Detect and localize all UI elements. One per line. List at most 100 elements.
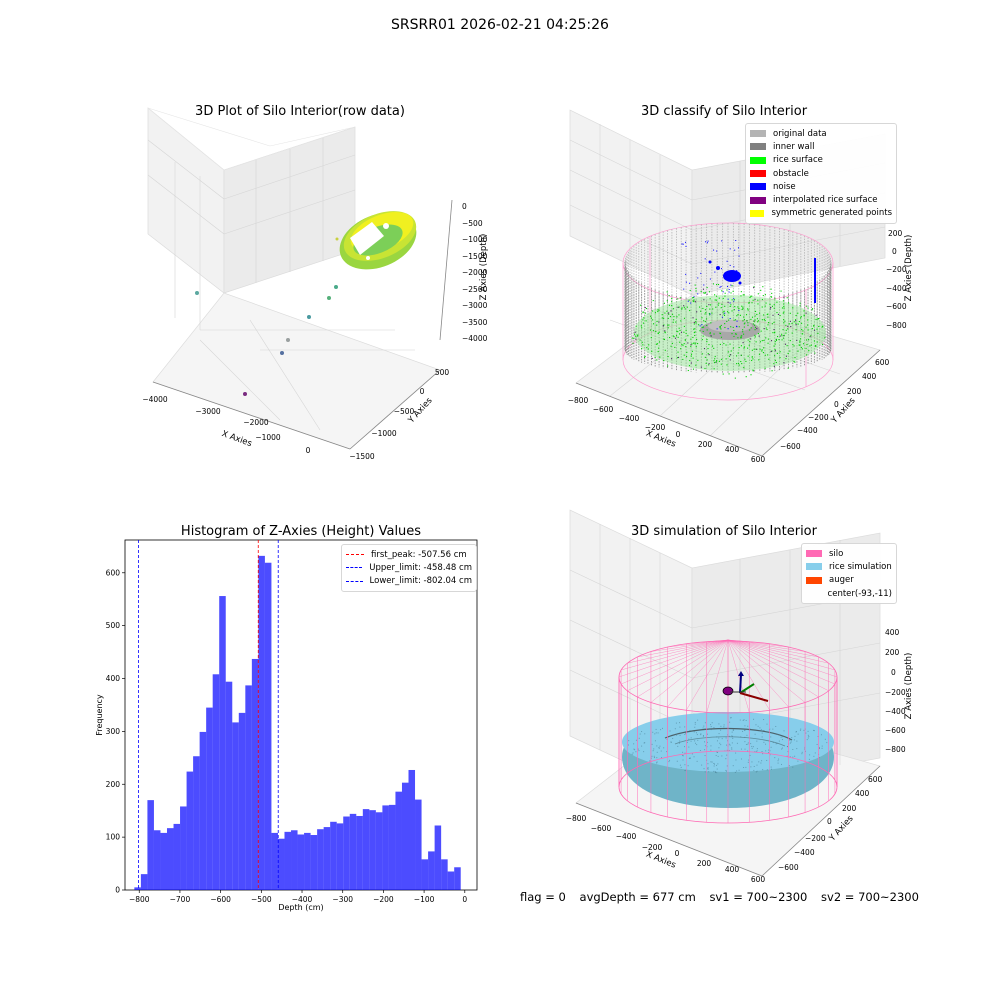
histogram-xtick-label: −600: [210, 895, 231, 904]
raw-ytick: −500: [394, 407, 415, 416]
histogram-ytick-label: 400: [106, 674, 121, 683]
simulation-xtick: 200: [697, 859, 712, 868]
simulation-rice-mesh: [627, 717, 828, 774]
histogram-bar: [271, 832, 278, 890]
legend-swatch: [750, 130, 766, 138]
histogram-bar: [401, 782, 409, 890]
histogram-bar: [160, 832, 167, 890]
raw-ztick: −3000: [462, 301, 488, 310]
histogram-xtick-label: −700: [170, 895, 191, 904]
classify-ztick: −400: [886, 284, 907, 293]
histogram-xtick-label: −800: [129, 895, 150, 904]
legend-entry: rice simulation: [806, 560, 892, 573]
histogram-bar: [428, 851, 435, 890]
classify-zlabel: Z Axies (Depth): [904, 235, 914, 302]
legend-label: auger: [829, 575, 854, 586]
legend-swatch: [750, 196, 766, 204]
classify-xtick: 200: [698, 440, 713, 449]
histogram-vlines: [138, 540, 279, 890]
histogram-ytick-label: 200: [106, 780, 121, 789]
classify-plot-title: 3D classify of Silo Interior: [640, 104, 808, 119]
legend-entry: silo: [806, 547, 892, 560]
classify-ztick: 200: [888, 229, 903, 238]
legend-label: inner wall: [773, 141, 815, 152]
simulation-xtick: 600: [751, 875, 766, 884]
histogram-bar: [206, 707, 213, 890]
raw-left-pane: [147, 107, 225, 294]
simulation-xlabel: X Axies: [644, 850, 677, 871]
histogram-bar: [310, 835, 318, 890]
raw-3d-axes: [147, 107, 453, 450]
classify-ztick: −200: [886, 265, 907, 274]
legend-label: Upper_limit: -458.48 cm: [369, 562, 472, 573]
histogram-bars: [134, 555, 461, 890]
simulation-ytick: 600: [868, 775, 883, 784]
histogram-bar: [369, 810, 376, 890]
histogram-bar: [291, 830, 298, 890]
legend-entry: first_peak: -507.56 cm: [346, 548, 472, 561]
legend-label: original data: [773, 128, 827, 139]
legend-line: [346, 567, 363, 569]
histogram-ytick-label: 500: [106, 621, 121, 630]
histogram-bar: [264, 562, 272, 890]
classify-ytick: 600: [875, 358, 890, 367]
legend-swatch: [750, 156, 766, 164]
raw-ytick: −1000: [371, 429, 397, 438]
histogram-bar: [382, 805, 389, 890]
histogram-bar: [454, 867, 461, 890]
simulation-zlabel: Z Axies (Depth): [904, 653, 914, 720]
histogram-bar: [153, 830, 161, 890]
histogram-bar: [356, 815, 363, 890]
histogram-bar: [166, 828, 174, 890]
raw-floor-pane: [152, 292, 441, 450]
legend-entry: obstacle: [750, 167, 892, 180]
histogram-ytick-label: 600: [106, 568, 121, 577]
histogram-bar: [134, 887, 141, 890]
simulation-xtick: −600: [591, 824, 612, 833]
histogram-bar: [297, 834, 305, 890]
simulation-ztick: 400: [885, 628, 900, 637]
legend-label: obstacle: [773, 168, 809, 179]
histogram-bar: [219, 596, 226, 890]
legend-entry: rice surface: [750, 154, 892, 167]
histogram-bar: [375, 812, 383, 890]
legend-label: silo: [829, 548, 844, 559]
simulation-ztick: −400: [885, 707, 906, 716]
classify-ztick: 0: [892, 247, 897, 256]
raw-plot-title: 3D Plot of Silo Interior(row data): [195, 104, 405, 119]
raw-ztick: −500: [462, 219, 483, 228]
raw-ztick: −2000: [462, 268, 488, 277]
simulation-ztick: −800: [885, 745, 906, 754]
histogram-bar: [284, 831, 292, 890]
legend-entry: center(-93,-11): [806, 587, 892, 600]
histogram-bar: [140, 874, 148, 890]
classify-xtick: −400: [619, 414, 640, 423]
histogram-bar: [343, 816, 350, 890]
classify-xtick: 600: [751, 455, 766, 464]
legend-entry: interpolated rice surface: [750, 193, 892, 206]
legend-swatch: [806, 590, 821, 597]
status-avg-depth: avgDepth = 677 cm: [579, 890, 696, 904]
raw-outlier-points: [195, 237, 339, 396]
legend-label: noise: [773, 181, 796, 192]
classify-legend: original data inner wall rice surface ob…: [745, 123, 897, 225]
legend-entry: Upper_limit: -458.48 cm: [346, 561, 472, 574]
classify-xtick: −800: [568, 396, 589, 405]
raw-ztick: 0: [462, 202, 467, 211]
legend-swatch: [750, 183, 766, 191]
raw-xtick: −1000: [255, 433, 281, 442]
simulation-ytick: −200: [805, 834, 826, 843]
classify-3d-plot: −800 −600 −400 −200 0 200 400 600 600 40…: [568, 109, 914, 464]
histogram-bar: [173, 823, 181, 890]
status-flag: flag = 0: [520, 890, 566, 904]
raw-rice-point-cloud: [339, 211, 417, 270]
legend-entry: original data: [750, 127, 892, 140]
legend-label: interpolated rice surface: [773, 195, 878, 206]
classify-xtick: 0: [676, 430, 681, 439]
raw-ytick: 500: [435, 368, 450, 377]
simulation-ytick: 200: [842, 804, 857, 813]
histogram-yticks: 0 100 200 300 400 500 600: [106, 568, 125, 895]
histogram-ylabel: Frequency: [95, 694, 104, 736]
histogram-bar: [336, 823, 344, 890]
legend-line: [346, 554, 364, 556]
